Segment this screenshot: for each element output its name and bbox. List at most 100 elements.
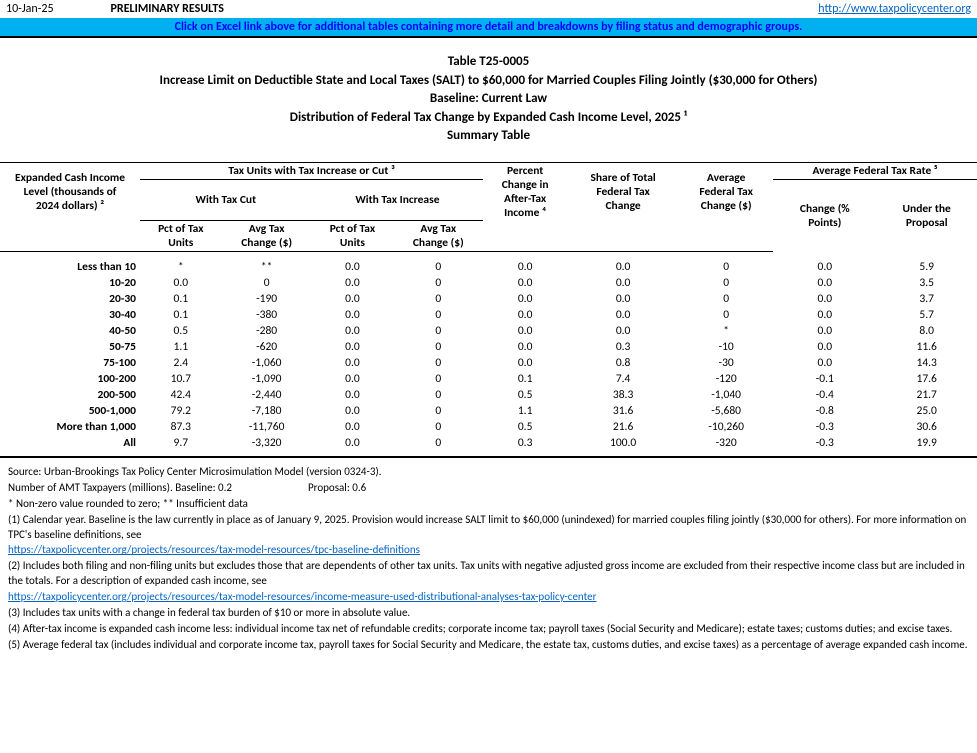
table-row: 20-300.1-1900.000.00.000.03.7 [0,291,977,307]
cell: 0.0 [483,252,567,276]
table-row: 75-1002.4-1,0600.000.00.8-300.014.3 [0,355,977,371]
cell: 0.1 [483,371,567,387]
note-3: (3) Includes tax units with a change in … [8,606,969,621]
row-label: 75-100 [0,355,140,371]
row-label: All [0,435,140,457]
cell: 0 [679,291,773,307]
cell: * [679,323,773,339]
cell: -0.3 [773,435,876,457]
cell: * [140,252,222,276]
cell: 9.7 [140,435,222,457]
cell: 0.1 [140,291,222,307]
cell: 7.4 [567,371,679,387]
note-amt-proposal: Proposal: 0.6 [308,481,366,496]
cell: 0 [393,419,483,435]
col-group-taxunits: Tax Units with Tax Increase or Cut ³ [140,162,483,179]
cell: -10 [679,339,773,355]
cell: 0.0 [312,355,394,371]
cell: 38.3 [567,387,679,403]
row-label: 20-30 [0,291,140,307]
cell: 19.9 [876,435,977,457]
note-link-2[interactable]: https://taxpolicycenter.org/projects/res… [8,590,596,603]
note-asterisk: * Non-zero value rounded to zero; ** Ins… [8,497,969,512]
cell: 0.0 [483,355,567,371]
cell: 0 [679,252,773,276]
cell: 0.0 [567,323,679,339]
note-amt-baseline: Number of AMT Taxpayers (millions). Base… [8,481,308,496]
cell: 0.5 [483,387,567,403]
cell: 0.5 [140,323,222,339]
cell: -320 [679,435,773,457]
cell: -280 [222,323,312,339]
cell: 0.0 [483,291,567,307]
cell: 0.0 [567,275,679,291]
cell: -1,090 [222,371,312,387]
cell: 31.6 [567,403,679,419]
cell: -10,260 [679,419,773,435]
cell: 0.0 [312,275,394,291]
table-row: 200-50042.4-2,4400.000.538.3-1,040-0.421… [0,387,977,403]
cell: 0.0 [312,307,394,323]
cell: -620 [222,339,312,355]
cell: 0 [393,371,483,387]
title-line2: Baseline: Current Law [10,90,967,108]
cell: 0 [393,355,483,371]
cell: 0 [393,291,483,307]
table-row: More than 1,00087.3-11,7600.000.521.6-10… [0,419,977,435]
cell: -380 [222,307,312,323]
cell: 0.3 [483,435,567,457]
cell: 0.0 [312,291,394,307]
cell: -11,760 [222,419,312,435]
cell: 0 [393,403,483,419]
cell: 0 [679,307,773,323]
summary-table: Expanded Cash Income Level (thousands of… [0,162,977,458]
cell: 0.0 [312,252,394,276]
cell: 2.4 [140,355,222,371]
cell: 0 [222,275,312,291]
cell: -3,320 [222,435,312,457]
title-block: Table T25-0005 Increase Limit on Deducti… [0,38,977,156]
cell: -120 [679,371,773,387]
row-label: 50-75 [0,339,140,355]
cell: 1.1 [483,403,567,419]
cell: 0.5 [483,419,567,435]
cell: 0.0 [312,323,394,339]
note-2: (2) Includes both filing and non-filing … [8,559,969,589]
cell: 0.0 [312,435,394,457]
cell: 87.3 [140,419,222,435]
cell: 0.0 [567,252,679,276]
cell: 8.0 [876,323,977,339]
cell: -190 [222,291,312,307]
table-row: 10-200.000.000.00.000.03.5 [0,275,977,291]
row-label: Less than 10 [0,252,140,276]
table-row: 50-751.1-6200.000.00.3-100.011.6 [0,339,977,355]
cell: 21.7 [876,387,977,403]
cell: 0.0 [483,307,567,323]
cell: 14.3 [876,355,977,371]
cell: 17.6 [876,371,977,387]
cell: 0.0 [312,419,394,435]
site-link[interactable]: http://www.taxpolicycenter.org [818,2,971,16]
header-bar: 10-Jan-25 PRELIMINARY RESULTS http://www… [0,0,977,18]
table-row: 100-20010.7-1,0900.000.17.4-120-0.117.6 [0,371,977,387]
table-row: 500-1,00079.2-7,1800.001.131.6-5,680-0.8… [0,403,977,419]
cell: -0.4 [773,387,876,403]
row-label: 200-500 [0,387,140,403]
date-label: 10-Jan-25 [6,2,54,16]
cell: 1.1 [140,339,222,355]
cell: 0.1 [140,307,222,323]
cell: 0 [393,435,483,457]
cell: 0 [679,275,773,291]
row-label: 100-200 [0,371,140,387]
cell: 3.5 [876,275,977,291]
cell: 0.0 [483,275,567,291]
cell: 0.0 [567,307,679,323]
cell: 0.0 [140,275,222,291]
cell: 0 [393,323,483,339]
row-label: 500-1,000 [0,403,140,419]
note-link-1[interactable]: https://taxpolicycenter.org/projects/res… [8,543,420,556]
row-label: 10-20 [0,275,140,291]
cell: 0.0 [773,252,876,276]
notes-block: Source: Urban-Brookings Tax Policy Cente… [0,457,977,659]
title-line3: Distribution of Federal Tax Change by Ex… [10,109,967,127]
